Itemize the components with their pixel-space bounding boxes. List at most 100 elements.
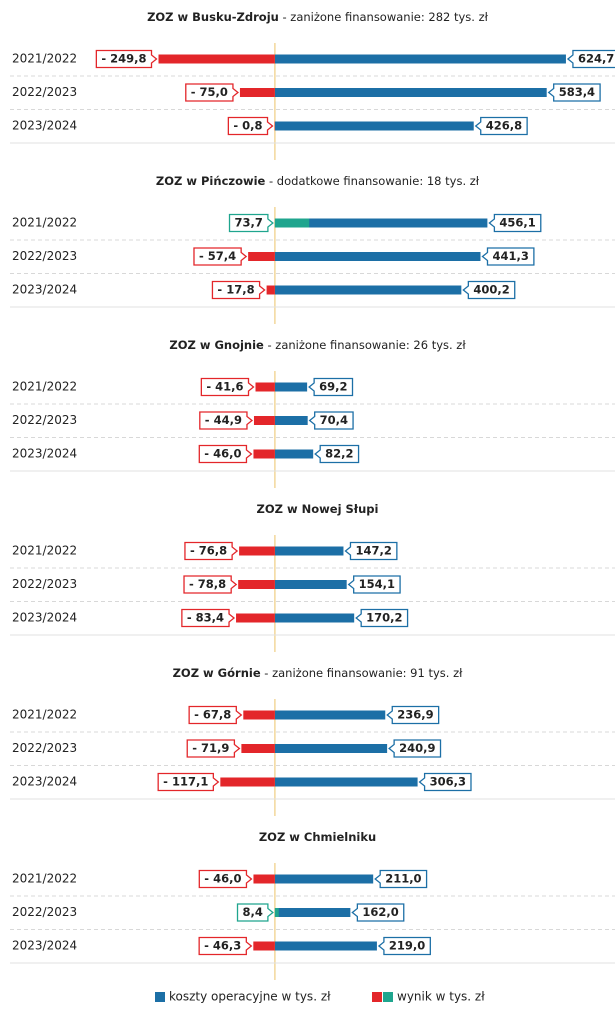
result-bar [236,614,275,623]
value-label: 583,4 [549,84,600,101]
value-label: - 78,8 [184,576,236,593]
category-label: 2023/2024 [12,939,77,953]
value-label-text: - 76,8 [190,544,227,558]
value-label: - 44,9 [200,412,252,429]
panel-title-name: ZOZ w Busku-Zdroju [147,10,279,24]
value-label: 211,0 [375,871,426,888]
value-label-text: 400,2 [473,283,509,297]
value-label-text: 162,0 [362,905,398,919]
value-label-text: 306,3 [430,775,466,789]
value-label-text: 170,2 [366,611,402,625]
value-label: 162,0 [352,904,403,921]
cost-bar [275,450,313,459]
value-label-text: 583,4 [559,85,595,99]
value-label-text: - 67,8 [194,708,231,722]
value-label-text: - 78,8 [189,577,226,591]
panel-subtitle: - zaniżone finansowanie: 26 tys. zł [264,338,466,352]
result-bar [267,286,275,295]
cost-bar [275,614,354,623]
cost-bar [275,55,566,64]
panel-title: ZOZ w Nowej Słupi [257,502,379,516]
category-label: 2022/2023 [12,905,77,919]
cost-bar [275,383,307,392]
value-label: - 41,6 [201,379,253,396]
value-label: 456,1 [489,215,540,232]
category-label: 2022/2023 [12,85,77,99]
value-label: 170,2 [356,610,407,627]
cost-bar [275,744,387,753]
category-label: 2023/2024 [12,283,77,297]
value-label: - 57,4 [194,248,246,265]
result-bar [239,547,275,556]
value-label-text: - 57,4 [199,249,236,263]
category-label: 2021/2022 [12,52,77,66]
value-label: - 76,8 [185,543,237,560]
result-bar [253,875,274,884]
result-bar [243,711,275,720]
value-label: 400,2 [463,282,514,299]
result-bar [275,219,309,228]
value-label: 441,3 [482,248,533,265]
category-label: 2023/2024 [12,611,77,625]
value-label-text: 456,1 [499,216,535,230]
value-label: 69,2 [309,379,352,396]
value-label: - 17,8 [212,282,264,299]
legend-swatch [383,992,393,1002]
value-label-text: 624,7 [578,52,614,66]
panel-title-name: ZOZ w Nowej Słupi [257,502,379,516]
cost-bar [275,416,308,425]
category-label: 2022/2023 [12,741,77,755]
panel-title: ZOZ w Busku-Zdroju - zaniżone finansowan… [147,10,489,24]
value-label: - 46,3 [199,938,251,955]
value-label: 219,0 [379,938,430,955]
value-label-text: 236,9 [397,708,433,722]
value-label-text: 211,0 [385,872,421,886]
legend-swatch [155,992,165,1002]
cost-bar [275,252,481,261]
value-label-text: - 117,1 [163,775,208,789]
cost-bar [275,122,474,131]
value-label: - 71,9 [187,740,239,757]
category-label: 2021/2022 [12,708,77,722]
cost-bar [275,547,344,556]
value-label-text: 426,8 [486,119,522,133]
category-label: 2023/2024 [12,775,77,789]
value-label: - 117,1 [158,774,218,791]
cost-bar [275,875,373,884]
value-label: - 46,0 [199,871,251,888]
value-label: 147,2 [345,543,396,560]
result-bar [253,942,275,951]
result-bar [248,252,275,261]
value-label-text: - 249,8 [101,52,146,66]
cost-bar [275,286,461,295]
category-label: 2023/2024 [12,119,77,133]
value-label-text: 441,3 [492,249,528,263]
value-label: - 67,8 [189,707,241,724]
value-label-text: 73,7 [235,216,263,230]
panel-subtitle: - zaniżone finansowanie: 282 tys. zł [279,10,489,24]
value-label-text: 154,1 [359,577,395,591]
category-label: 2022/2023 [12,577,77,591]
value-label: - 0,8 [228,118,272,135]
value-label-text: - 46,0 [204,447,241,461]
cost-bar [275,711,385,720]
value-label-text: - 83,4 [187,611,224,625]
result-bar [238,580,275,589]
result-bar [240,88,275,97]
value-label: 240,9 [389,740,440,757]
result-bar [256,383,275,392]
value-label: - 75,0 [186,84,238,101]
result-bar [220,778,275,787]
value-label: - 83,4 [182,610,234,627]
value-label-text: 147,2 [355,544,391,558]
panel-subtitle: - dodatkowe finansowanie: 18 tys. zł [265,174,479,188]
value-label-text: 8,4 [243,905,263,919]
legend-label: koszty operacyjne w tys. zł [169,990,331,1004]
result-bar [253,450,274,459]
value-label: 70,4 [310,412,353,429]
category-label: 2022/2023 [12,249,77,263]
value-label-text: 240,9 [399,741,435,755]
cost-bar [275,908,350,917]
category-label: 2021/2022 [12,872,77,886]
value-label: - 249,8 [96,51,156,68]
